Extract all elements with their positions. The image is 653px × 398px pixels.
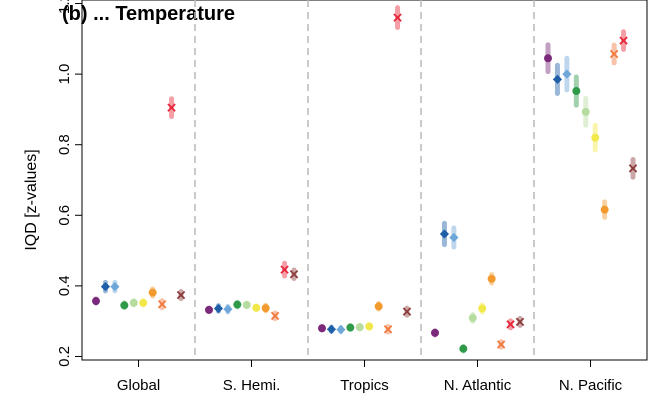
data-point	[449, 232, 459, 243]
data-point	[544, 54, 552, 63]
data-point	[326, 324, 337, 334]
data-point	[478, 304, 487, 313]
data-point	[100, 281, 111, 292]
data-point	[205, 305, 213, 314]
data-point	[468, 314, 477, 322]
data-point	[383, 325, 393, 334]
data-point	[496, 340, 506, 349]
data-point	[431, 328, 439, 337]
data-point	[252, 303, 261, 312]
data-point	[213, 303, 224, 314]
plot-area: 0.2 0.4 0.6 0.8 1.0 1.2 Global S. Hemi. Tropics N…	[56, 0, 648, 394]
data-point	[402, 307, 412, 316]
data-point	[393, 13, 402, 22]
y-tick-label: 0.6	[56, 205, 73, 226]
data-point	[581, 107, 590, 116]
x-tick-label: N. Atlantic	[444, 377, 512, 394]
data-point	[487, 274, 496, 283]
x-tick-label: Global	[117, 377, 160, 394]
data-point	[289, 269, 299, 279]
data-point	[619, 36, 628, 45]
data-point	[374, 302, 383, 311]
data-point	[609, 49, 619, 59]
data-point	[270, 311, 280, 321]
data-point	[280, 265, 289, 274]
data-point	[572, 87, 581, 96]
data-point	[92, 297, 100, 306]
x-tick-label: N. Pacific	[559, 377, 623, 394]
data-point	[562, 69, 572, 79]
data-point	[591, 133, 600, 142]
x-tick-label: S. Hemi.	[223, 377, 281, 394]
y-axis-label: IQD [z-values]	[23, 149, 40, 250]
y-tick-label: 0.8	[56, 134, 73, 155]
data-point	[628, 164, 638, 173]
x-tick-label: Tropics	[340, 377, 389, 394]
y-tick-label: 1.2	[56, 0, 73, 14]
data-point	[355, 323, 364, 332]
data-point	[120, 301, 129, 310]
data-point	[233, 300, 242, 309]
data-point	[176, 290, 186, 300]
data-point	[157, 299, 167, 309]
y-tick-label: 1.0	[56, 64, 73, 85]
data-point	[261, 304, 270, 313]
y-tick-label: 0.4	[56, 275, 73, 296]
data-point	[129, 298, 138, 307]
data-point	[459, 344, 468, 353]
data-point	[148, 288, 157, 297]
chart-title: (b) ... Temperature	[62, 3, 235, 25]
data-point	[346, 323, 355, 332]
data-point	[110, 281, 120, 292]
data-point	[167, 103, 176, 112]
data-point	[552, 74, 563, 85]
data-point	[506, 320, 515, 329]
data-point	[515, 317, 525, 327]
data-point	[600, 205, 609, 214]
data-point	[336, 325, 346, 335]
data-point	[242, 300, 251, 309]
data-point	[318, 324, 326, 333]
plot-frame	[81, 0, 648, 361]
data-point	[223, 304, 233, 314]
data-point	[365, 322, 374, 331]
data-point	[439, 229, 450, 239]
data-point	[139, 298, 148, 307]
y-tick-label: 0.2	[56, 346, 73, 367]
